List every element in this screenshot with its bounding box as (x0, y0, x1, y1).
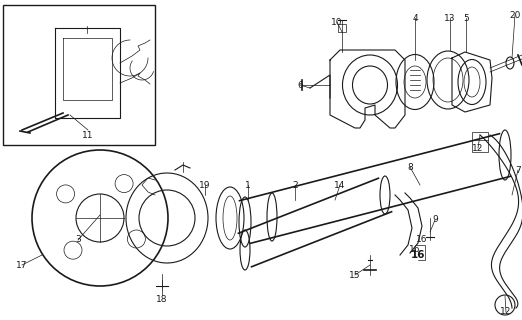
Text: 13: 13 (444, 13, 456, 22)
Text: 17: 17 (16, 260, 28, 269)
Text: 4: 4 (412, 13, 418, 22)
Text: 12: 12 (472, 143, 484, 153)
Text: 16: 16 (409, 245, 421, 254)
Bar (338, 24, 346, 32)
Text: 1: 1 (245, 180, 251, 189)
Bar (3, 5, 155, 145)
Text: 2: 2 (292, 180, 298, 189)
Text: 12: 12 (500, 308, 512, 316)
Text: 15: 15 (349, 270, 361, 279)
Text: 19: 19 (199, 180, 211, 189)
Text: 16: 16 (416, 236, 428, 244)
Text: 3: 3 (75, 236, 81, 244)
Bar (472, 132, 488, 152)
Text: 11: 11 (82, 131, 94, 140)
Text: 5: 5 (463, 13, 469, 22)
Text: 10: 10 (331, 18, 343, 27)
Text: 6: 6 (297, 81, 303, 90)
Text: 18: 18 (156, 295, 168, 305)
Text: 14: 14 (334, 180, 346, 189)
Text: 20: 20 (509, 11, 520, 20)
Text: 9: 9 (432, 215, 438, 225)
Text: 16: 16 (411, 250, 425, 260)
Text: 8: 8 (407, 163, 413, 172)
Text: 7: 7 (515, 165, 521, 174)
